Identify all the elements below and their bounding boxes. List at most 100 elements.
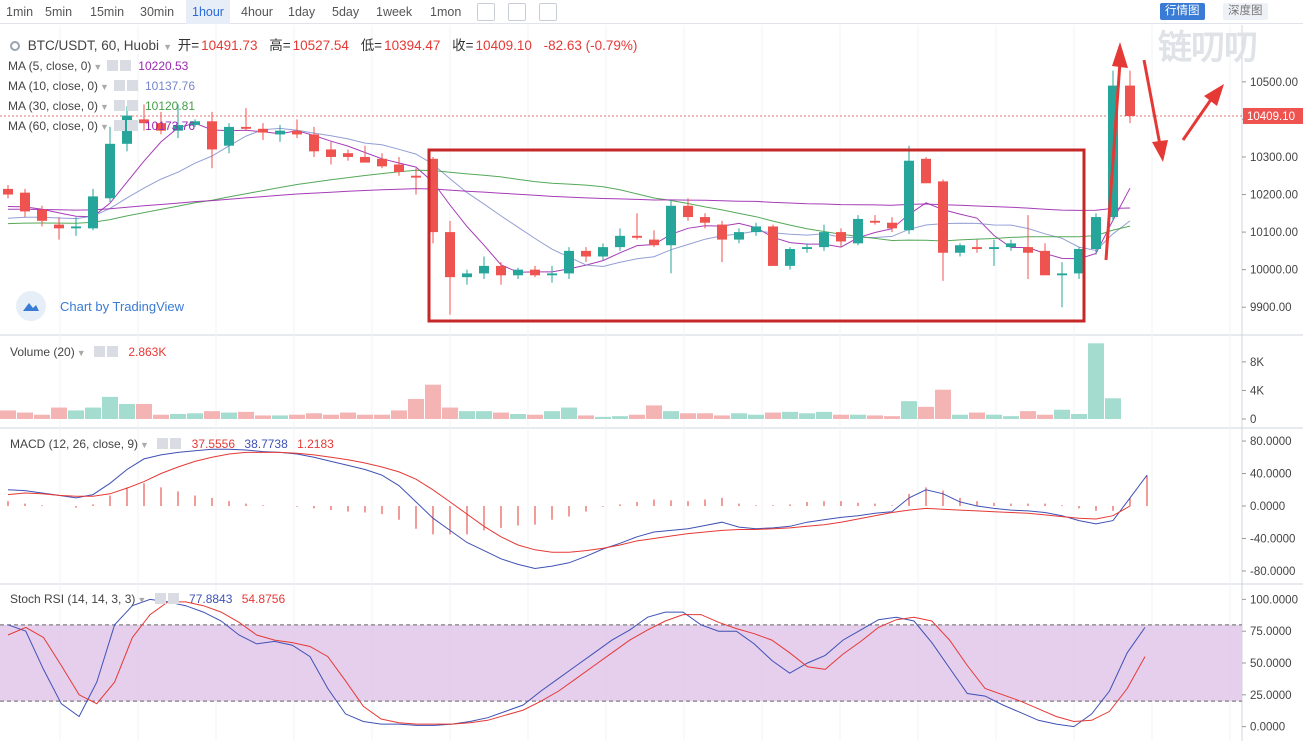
close-icon[interactable] [120, 60, 132, 71]
timeframe-4hour[interactable]: 4hour [241, 5, 273, 19]
settings-icon[interactable] [154, 593, 166, 604]
volume-bar [969, 412, 985, 419]
volume-bar [850, 414, 866, 419]
close-icon[interactable] [126, 100, 138, 111]
close-icon[interactable] [106, 346, 118, 357]
timeframe-1week[interactable]: 1week [376, 5, 413, 19]
candle-body [394, 164, 404, 172]
candle-body [428, 158, 438, 233]
close-icon[interactable] [170, 438, 182, 449]
candle-body [683, 205, 693, 218]
symbol-name[interactable]: BTC/USDT, 60, Huobi [27, 38, 160, 53]
candle-body [54, 224, 64, 229]
chevron-down-icon[interactable]: ▼ [100, 122, 109, 132]
price-tick-label: 10200.00 [1250, 190, 1298, 202]
timeframe-30min[interactable]: 30min [140, 5, 175, 19]
change-value: -82.63 (-0.79%) [543, 38, 638, 53]
low-label: 低= [360, 38, 383, 53]
candle-body [1057, 273, 1067, 276]
volume-bar [340, 412, 356, 419]
ma-legend-3: MA (60, close, 0) ▼ 10173.76 [8, 118, 195, 135]
timeframe-15min[interactable]: 15min [90, 5, 125, 19]
volume-bar [867, 415, 883, 419]
chart-canvas[interactable]: 10500.0010400.0010300.0010200.0010100.00… [0, 25, 1303, 741]
volume-bar [748, 414, 764, 419]
chevron-down-icon[interactable]: ▼ [76, 348, 86, 358]
candle-body [802, 247, 812, 249]
timeframe-5day[interactable]: 5day [332, 5, 360, 19]
volume-bar [561, 407, 577, 419]
candle-body [564, 250, 574, 274]
volume-bar [221, 412, 237, 419]
close-icon[interactable] [126, 80, 138, 91]
tradingview-label[interactable]: Chart by TradingView [60, 298, 185, 314]
chevron-down-icon[interactable]: ▼ [140, 440, 149, 450]
candle-body [989, 247, 999, 249]
timeframe-1min[interactable]: 1min [6, 5, 34, 19]
candle-body [479, 265, 489, 274]
close-label: 收= [452, 38, 474, 53]
volume-label[interactable]: Volume (20) [10, 345, 75, 359]
arrow-down [1142, 59, 1162, 146]
chevron-down-icon[interactable]: ▼ [100, 102, 109, 112]
ma-label[interactable]: MA (30, close, 0) [8, 99, 99, 113]
volume-bar [272, 415, 288, 419]
settings-icon[interactable] [508, 3, 526, 21]
volume-bar [0, 410, 16, 419]
candle-body [666, 205, 676, 246]
chevron-down-icon[interactable]: ▼ [137, 595, 147, 605]
chevron-down-icon[interactable]: ▼ [100, 82, 109, 92]
settings-icon[interactable] [157, 438, 169, 449]
price-tick-label: 10000.00 [1250, 265, 1298, 277]
candle-body [836, 232, 846, 242]
candle-body [258, 128, 268, 133]
tradingview-logo-icon [16, 291, 46, 321]
market-chart-button[interactable]: 行情图 [1160, 3, 1205, 20]
timeframe-1hour[interactable]: 1hour [186, 0, 230, 24]
depth-chart-button[interactable]: 深度图 [1223, 3, 1268, 20]
volume-legend: Volume (20) ▼ 2.863K [10, 344, 166, 361]
close-icon[interactable] [126, 120, 138, 131]
ma-label[interactable]: MA (5, close, 0) [8, 59, 92, 73]
candle-body [377, 158, 387, 167]
arrow-up-head [1112, 42, 1128, 68]
candle-body [1074, 248, 1084, 274]
arrow-up-right [1181, 97, 1214, 141]
chevron-down-icon[interactable]: ▼ [163, 42, 172, 52]
volume-bar [238, 411, 254, 419]
chart-type-icon[interactable] [477, 3, 495, 21]
timeframe-1day[interactable]: 1day [288, 5, 316, 19]
volume-bar [408, 399, 424, 419]
candle-body [343, 153, 353, 157]
close-icon[interactable] [167, 593, 179, 604]
close-value: 10409.10 [475, 38, 532, 53]
ma-label[interactable]: MA (10, close, 0) [8, 79, 99, 93]
fullscreen-icon[interactable] [539, 3, 557, 21]
candle-body [581, 250, 591, 257]
settings-icon[interactable] [113, 100, 125, 111]
candle-body [326, 149, 336, 157]
ma-value: 10220.53 [138, 59, 189, 73]
candle-body [462, 273, 472, 278]
open-label: 开= [177, 38, 200, 53]
candle-body [3, 188, 13, 195]
timeframe-5min[interactable]: 5min [45, 5, 73, 19]
macd-label[interactable]: MACD (12, 26, close, 9) [10, 437, 139, 451]
settings-icon[interactable] [107, 60, 119, 71]
stoch-tick-label: 100.0000 [1250, 594, 1298, 606]
volume-tick-label: 4K [1250, 385, 1264, 397]
macd-line-1 [7, 451, 1131, 553]
ma-label[interactable]: MA (60, close, 0) [8, 119, 99, 133]
settings-icon[interactable] [113, 80, 125, 91]
settings-icon[interactable] [113, 120, 125, 131]
timeframe-1mon[interactable]: 1mon [430, 5, 462, 19]
candle-body [632, 235, 642, 238]
volume-bar [510, 414, 526, 419]
stoch-label[interactable]: Stoch RSI (14, 14, 3, 3) [10, 592, 136, 606]
stoch-tick-label: 0.0000 [1250, 722, 1285, 734]
candle-body [1091, 217, 1101, 249]
settings-icon[interactable] [93, 346, 105, 357]
chevron-down-icon[interactable]: ▼ [93, 62, 103, 72]
tradingview-branding[interactable]: Chart by TradingView [16, 291, 184, 321]
low-value: 10394.47 [384, 38, 441, 53]
